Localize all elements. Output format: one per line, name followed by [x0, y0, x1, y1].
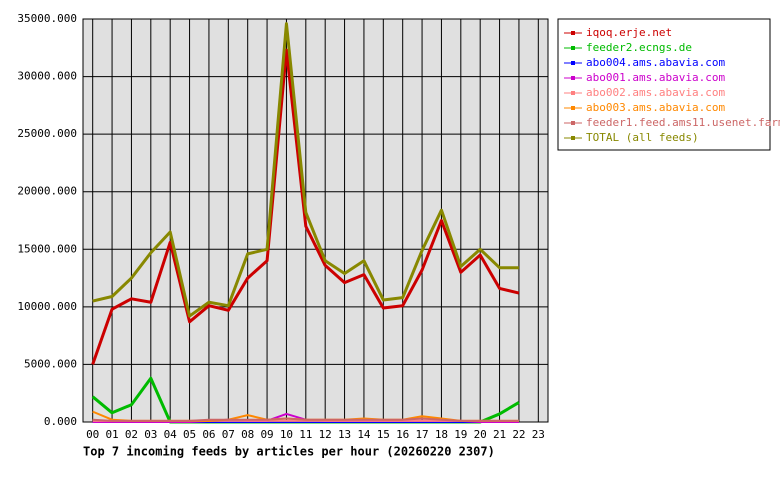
- series-line: [92, 417, 519, 422]
- x-tick-label: 00: [86, 428, 99, 441]
- legend-label: abo003.ams.abavia.com: [586, 101, 725, 114]
- series-line: [92, 22, 519, 318]
- y-tick-label: 5000.000: [24, 357, 77, 370]
- x-tick-label: 09: [260, 428, 273, 441]
- x-tick-label: 23: [532, 428, 545, 441]
- y-tick-label: 20000.000: [17, 185, 77, 198]
- x-tick-label: 17: [415, 428, 428, 441]
- legend-marker-dot: [571, 121, 575, 125]
- x-tick-label: 15: [377, 428, 390, 441]
- legend-label: feeder2.ecngs.de: [586, 41, 692, 54]
- legend-marker-dot: [571, 46, 575, 50]
- x-tick-label: 13: [338, 428, 351, 441]
- x-tick-label: 18: [435, 428, 448, 441]
- x-tick-label: 12: [319, 428, 332, 441]
- x-tick-label: 02: [125, 428, 138, 441]
- x-tick-label: 20: [474, 428, 487, 441]
- legend-label: abo002.ams.abavia.com: [586, 86, 725, 99]
- y-tick-label: 15000.000: [17, 242, 77, 255]
- x-tick-label: 14: [357, 428, 371, 441]
- y-tick-label: 35000.000: [17, 12, 77, 25]
- plot-background: [83, 19, 548, 422]
- y-tick-label: 0.000: [44, 415, 77, 428]
- legend-label: abo004.ams.abavia.com: [586, 56, 725, 69]
- legend-marker-dot: [571, 91, 575, 95]
- y-tick-label: 10000.000: [17, 300, 77, 313]
- x-tick-label: 05: [183, 428, 196, 441]
- legend-marker-dot: [571, 61, 575, 65]
- x-tick-label: 11: [299, 428, 312, 441]
- legend-label: TOTAL (all feeds): [586, 131, 699, 144]
- x-tick-label: 06: [202, 428, 215, 441]
- x-tick-label: 22: [512, 428, 525, 441]
- chart-title: Top 7 incoming feeds by articles per hou…: [83, 445, 495, 459]
- legend-box: [557, 18, 771, 151]
- series-line: [91, 48, 520, 365]
- x-tick-label: 07: [222, 428, 235, 441]
- legend-marker-dot: [571, 136, 575, 140]
- x-tick-label: 03: [144, 428, 157, 441]
- legend-label: feeder1.feed.ams11.usenet.farm: [586, 116, 780, 129]
- y-tick-label: 25000.000: [17, 127, 77, 140]
- legend-marker-dot: [571, 31, 575, 35]
- x-tick-label: 04: [164, 428, 178, 441]
- x-tick-label: 21: [493, 428, 506, 441]
- y-tick-label: 30000.000: [17, 70, 77, 83]
- legend-label: iqoq.erje.net: [586, 26, 672, 39]
- legend-marker-dot: [571, 106, 575, 110]
- x-tick-label: 10: [280, 428, 293, 441]
- x-tick-label: 08: [241, 428, 254, 441]
- legend-marker-dot: [571, 76, 575, 80]
- legend-label: abo001.ams.abavia.com: [586, 71, 725, 84]
- x-tick-label: 19: [454, 428, 467, 441]
- x-tick-label: 01: [105, 428, 118, 441]
- x-tick-label: 16: [396, 428, 409, 441]
